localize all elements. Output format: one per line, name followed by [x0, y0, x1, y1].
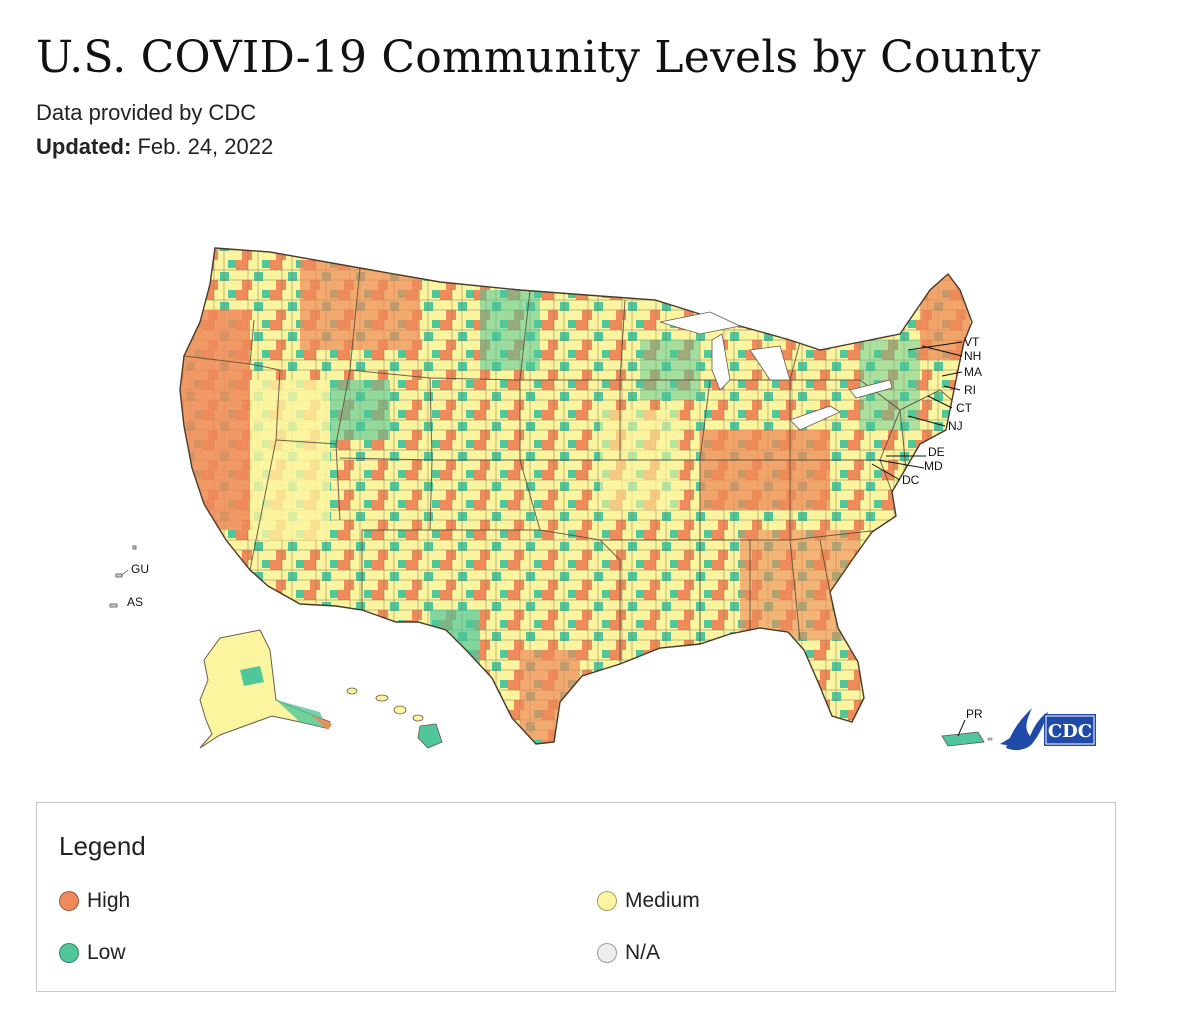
label-nj: NJ: [948, 419, 963, 433]
updated-date: Updated: Feb. 24, 2022: [36, 134, 273, 160]
cdc-logo-text: CDC: [1048, 721, 1092, 742]
label-dc: DC: [902, 473, 920, 487]
alaska[interactable]: [199, 629, 332, 749]
label-ri: RI: [964, 383, 976, 397]
legend-label-medium: Medium: [625, 889, 700, 912]
label-ma: MA: [964, 365, 982, 379]
data-source: Data provided by CDC: [36, 100, 257, 125]
territories-pacific[interactable]: [109, 545, 137, 608]
low-swatch-icon: [59, 943, 79, 963]
label-as: AS: [127, 595, 143, 609]
legend-item-na: N/A: [597, 941, 660, 965]
page-title: U.S. COVID-19 Community Levels by County: [36, 32, 1041, 83]
label-ct: CT: [956, 401, 973, 415]
legend-label-low: Low: [87, 941, 126, 964]
county-map[interactable]: GU AS PR CDC: [100, 230, 1110, 770]
legend-label-high: High: [87, 889, 131, 912]
legend-item-medium: Medium: [597, 889, 700, 913]
hawaii[interactable]: [346, 687, 443, 749]
cdc-logo: CDC: [1044, 714, 1096, 746]
label-nh: NH: [964, 349, 981, 363]
label-gu: GU: [131, 562, 149, 576]
us-map-svg[interactable]: GU AS PR CDC: [100, 230, 1110, 770]
updated-value: Feb. 24, 2022: [137, 134, 274, 159]
us-outline: [179, 247, 973, 745]
legend-title: Legend: [59, 831, 146, 861]
legend-item-low: Low: [59, 941, 126, 965]
state-leader-lines: [871, 341, 963, 481]
pr-leader: [957, 719, 966, 737]
label-vt: VT: [964, 335, 980, 349]
hhs-eagle-icon: [1000, 708, 1048, 751]
na-swatch-icon: [597, 943, 617, 963]
label-de: DE: [928, 445, 945, 459]
label-md: MD: [924, 459, 943, 473]
legend-box: Legend High Medium Low N/A: [36, 802, 1116, 992]
puerto-rico[interactable]: [941, 731, 993, 747]
updated-label: Updated:: [36, 134, 132, 159]
label-pr: PR: [966, 707, 983, 721]
legend-item-high: High: [59, 889, 130, 913]
great-lakes: [659, 311, 893, 431]
high-swatch-icon: [59, 891, 79, 911]
medium-swatch-icon: [597, 891, 617, 911]
legend-label-na: N/A: [625, 941, 661, 964]
